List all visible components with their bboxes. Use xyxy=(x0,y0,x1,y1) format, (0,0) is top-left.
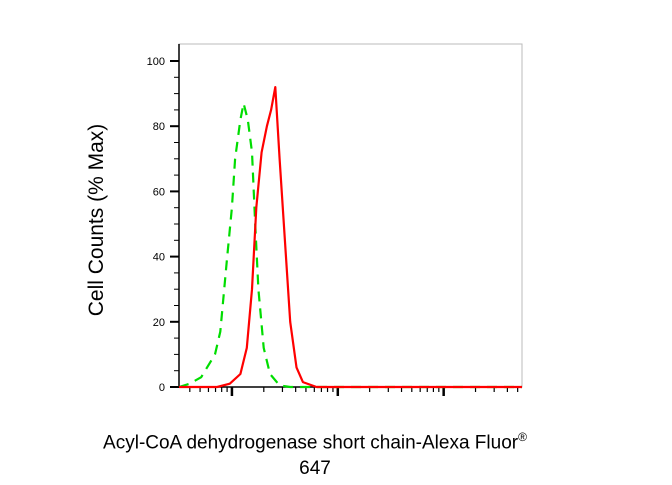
y-tick-label: 100 xyxy=(147,56,165,68)
x-axis xyxy=(179,386,522,396)
y-axis: 0 20 40 60 80 100 xyxy=(147,44,180,394)
series-group xyxy=(178,85,522,389)
control-histogram-line xyxy=(178,102,522,389)
y-tick-label: 0 xyxy=(159,382,165,394)
y-axis-label: Cell Counts (% Max) xyxy=(85,123,108,317)
y-tick-label: 80 xyxy=(153,121,165,133)
sample-histogram-line xyxy=(179,85,522,389)
x-axis-label-line1: Acyl-CoA dehydrogenase short chain-Alexa… xyxy=(103,432,519,454)
y-tick-label: 20 xyxy=(153,317,165,329)
y-tick-label: 40 xyxy=(153,252,165,264)
registered-mark: ® xyxy=(518,430,527,444)
x-axis-label-line2: 647 xyxy=(299,458,331,480)
x-axis-label: Acyl-CoA dehydrogenase short chain-Alexa… xyxy=(0,424,630,482)
y-tick-label: 60 xyxy=(153,186,165,198)
